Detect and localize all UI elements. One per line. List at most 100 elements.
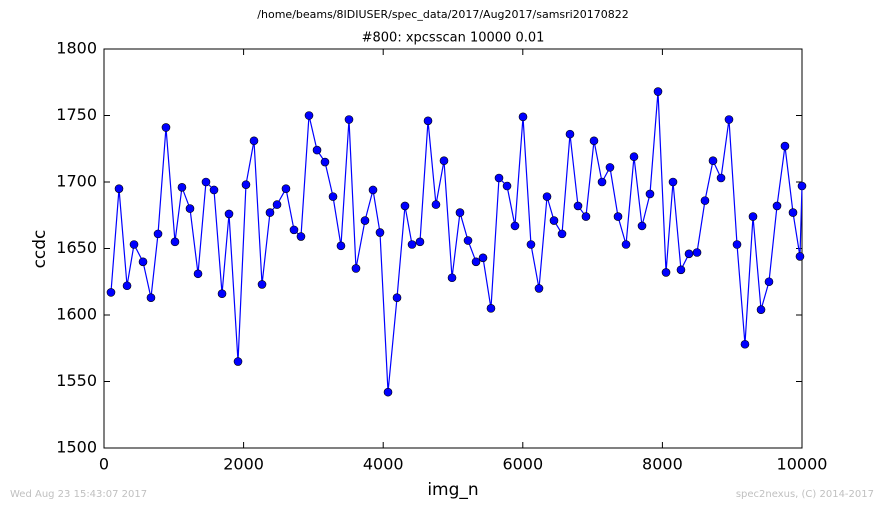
data-point (557, 229, 567, 239)
x-tick-label: 0 (99, 455, 109, 474)
data-point (431, 200, 441, 209)
data-point (368, 185, 378, 195)
data-point (589, 136, 599, 146)
data-point (724, 115, 734, 124)
data-point (661, 268, 671, 277)
data-point (740, 339, 750, 349)
data-point (534, 284, 544, 293)
data-point (344, 115, 354, 124)
data-point (684, 249, 694, 259)
data-point (161, 123, 171, 132)
data-point (129, 240, 139, 249)
data-point (549, 216, 559, 225)
data-point (605, 163, 615, 172)
data-point (407, 240, 417, 249)
data-point (526, 240, 536, 249)
y-tick-label: 1800 (56, 39, 97, 58)
data-point (471, 257, 481, 267)
data-point (756, 305, 766, 314)
data-point (502, 181, 512, 191)
suptitle: /home/beams/8IDIUSER/spec_data/2017/Aug2… (257, 8, 628, 21)
data-point (106, 288, 116, 297)
data-point (114, 184, 124, 193)
y-tick-label: 1500 (56, 438, 97, 457)
data-point (360, 216, 370, 225)
data-point (265, 208, 275, 217)
data-point (772, 201, 782, 211)
data-point (486, 304, 496, 313)
data-point (510, 221, 520, 231)
data-point (233, 357, 243, 366)
data-point (122, 281, 132, 291)
data-point (328, 192, 338, 201)
data-point (257, 280, 267, 289)
data-point (645, 189, 655, 199)
data-point (447, 273, 457, 283)
y-tick-label: 1550 (56, 371, 97, 390)
y-tick-label: 1650 (56, 238, 97, 257)
data-point (170, 237, 180, 247)
data-point (209, 185, 219, 195)
data-point (676, 265, 686, 275)
data-point (797, 181, 807, 191)
data-point (336, 241, 346, 251)
data-point (249, 136, 259, 146)
data-point (795, 252, 805, 261)
data-point (375, 228, 385, 237)
data-point (383, 387, 393, 397)
x-tick-label: 10000 (777, 455, 828, 474)
data-point (241, 180, 251, 189)
data-point (392, 293, 402, 303)
data-point (565, 129, 575, 139)
data-point (146, 293, 156, 303)
data-point (668, 177, 678, 187)
data-point (185, 204, 195, 213)
data-point (177, 183, 187, 192)
x-tick-label: 4000 (363, 455, 404, 474)
data-point (692, 248, 702, 257)
data-point (597, 177, 607, 187)
data-point (439, 156, 449, 166)
data-point (193, 269, 203, 279)
data-point (748, 212, 758, 221)
y-tick-label: 1700 (56, 172, 97, 191)
footer-right: spec2nexus, (C) 2014-2017 (736, 489, 874, 500)
data-point (518, 112, 528, 122)
x-tick-label: 2000 (223, 455, 264, 474)
data-point (217, 289, 227, 299)
data-point (732, 240, 742, 249)
footer-left: Wed Aug 23 15:43:07 2017 (10, 489, 147, 500)
data-point (573, 201, 583, 211)
data-point (780, 141, 790, 151)
data-point (629, 152, 639, 162)
data-point (351, 264, 361, 273)
y-axis-label: ccdc (30, 230, 50, 269)
data-point (304, 111, 314, 120)
data-point (415, 237, 425, 247)
data-point (478, 253, 488, 263)
data-point (153, 229, 163, 239)
data-point (201, 177, 211, 187)
y-tick-label: 1600 (56, 305, 97, 324)
data-point (700, 196, 710, 205)
chart-title: #800: xpcsscan 10000 0.01 (362, 31, 545, 46)
data-point (788, 208, 798, 217)
x-axis-label: img_n (427, 480, 478, 500)
series-line (110, 91, 803, 393)
x-tick-label: 6000 (502, 455, 543, 474)
data-point (400, 201, 410, 211)
data-point (581, 212, 591, 221)
x-tick-label: 8000 (642, 455, 683, 474)
data-point (320, 157, 330, 167)
data-point (621, 240, 631, 249)
data-point (289, 225, 299, 235)
data-point (281, 184, 291, 193)
data-point (613, 212, 623, 221)
data-point (224, 209, 234, 219)
data-point (542, 192, 552, 201)
data-point (423, 116, 433, 126)
data-point (138, 257, 148, 267)
data-point (312, 145, 322, 155)
